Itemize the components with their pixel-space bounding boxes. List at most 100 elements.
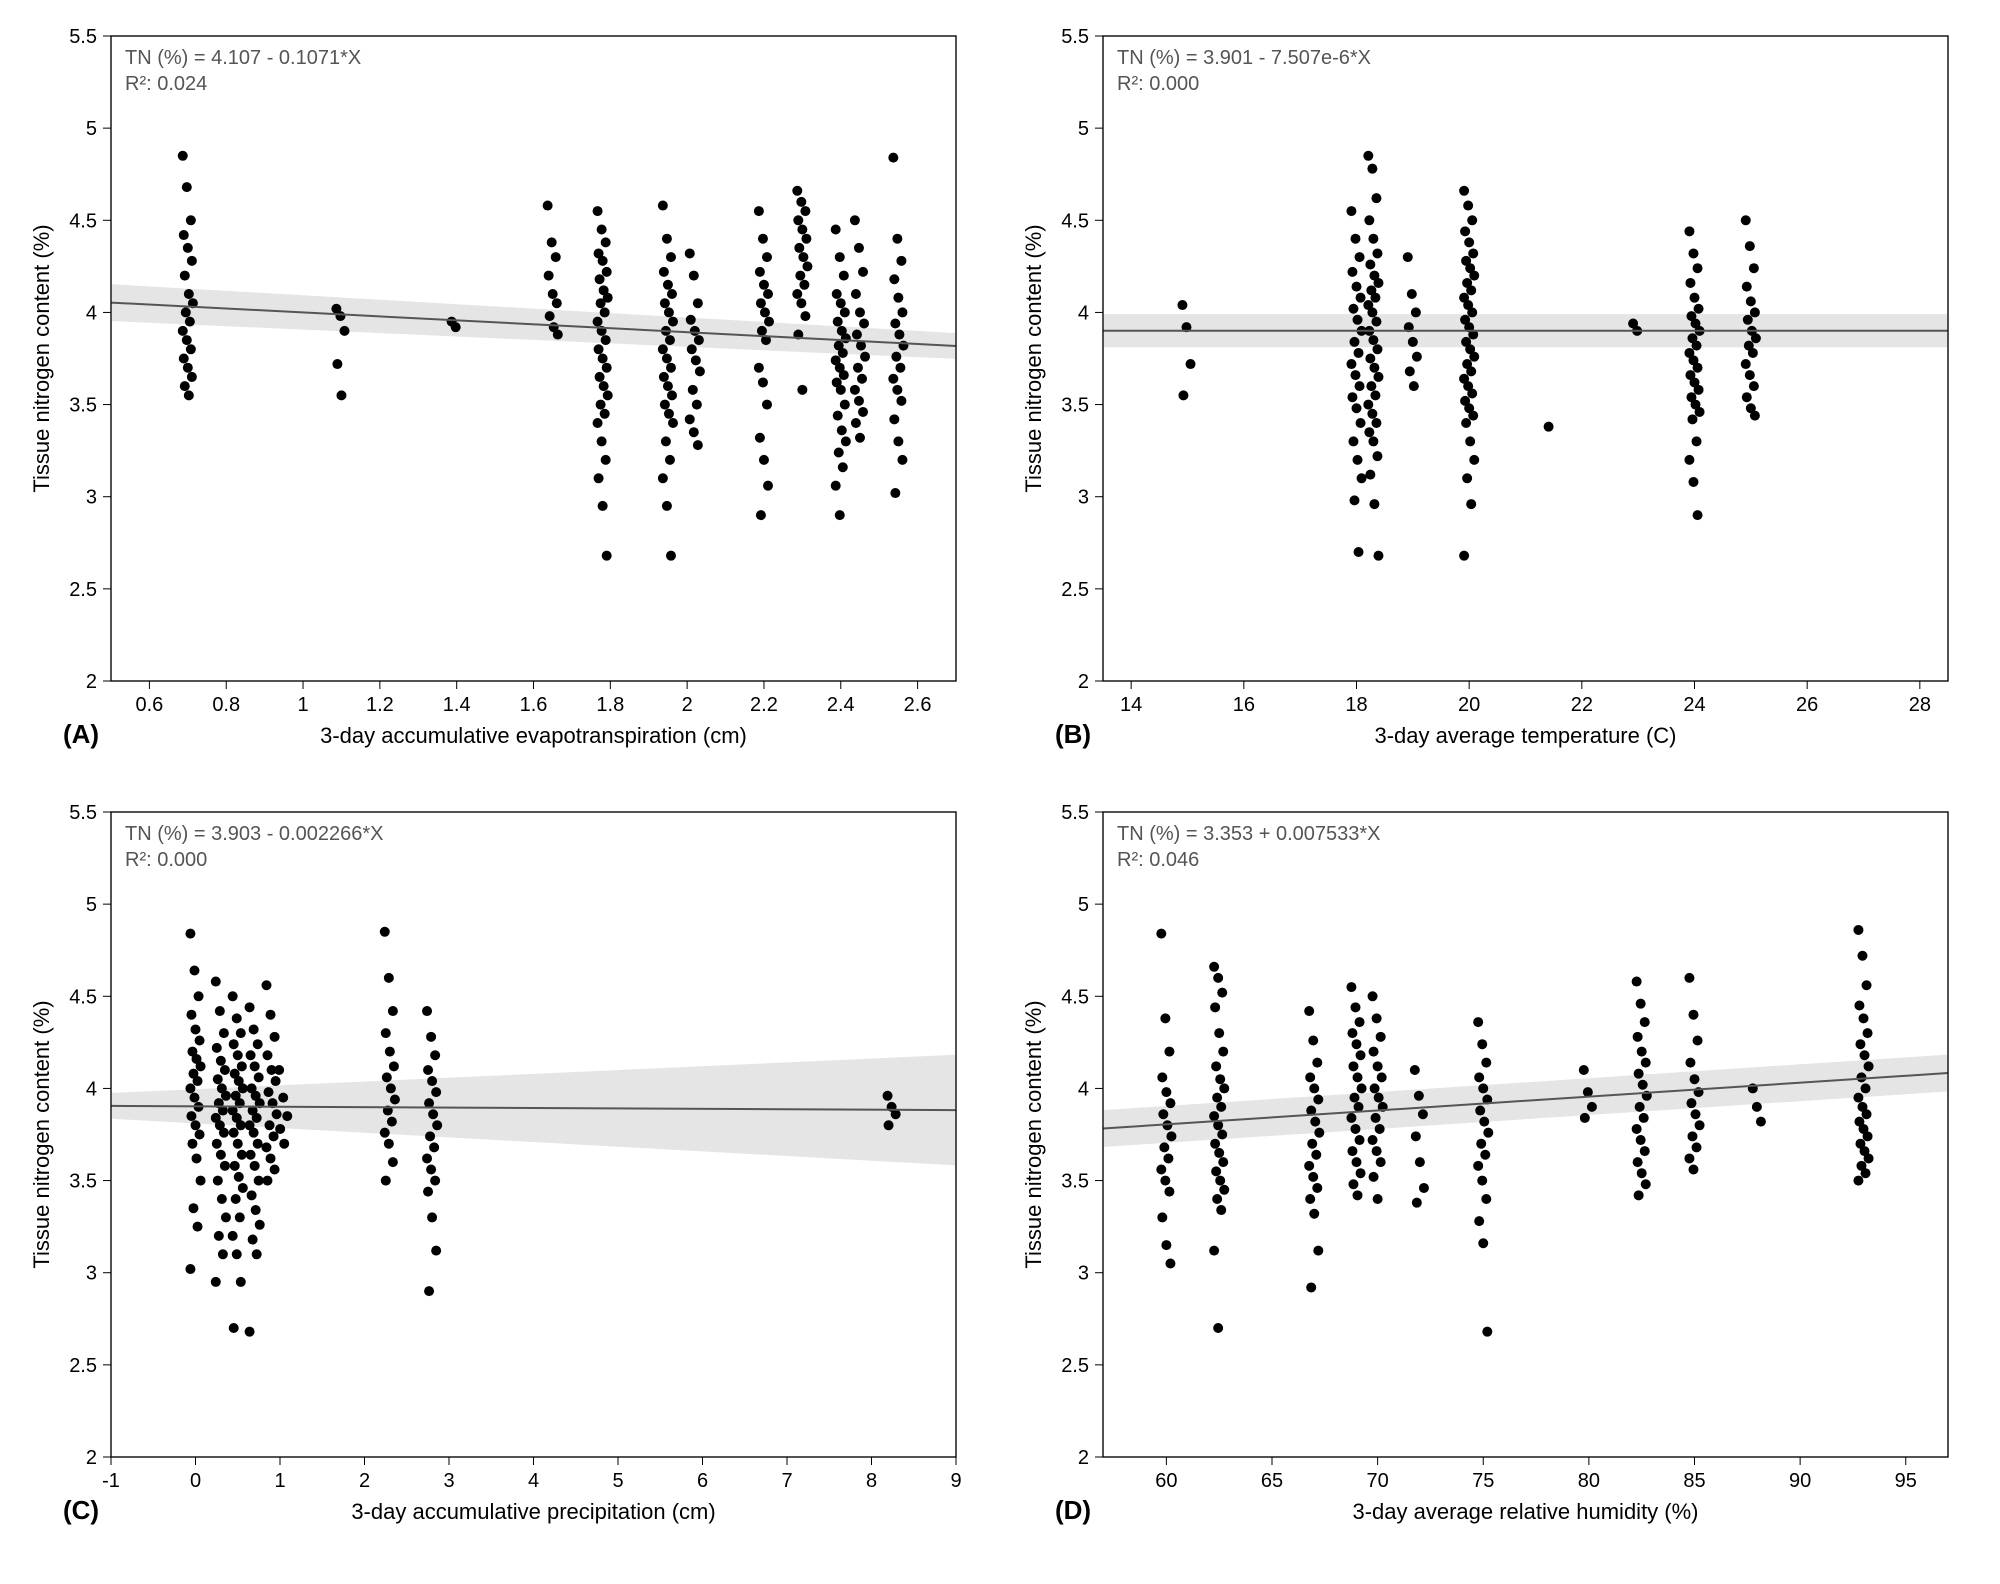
data-point [860, 352, 870, 362]
data-point [427, 1076, 437, 1086]
data-point [602, 267, 612, 277]
data-point [833, 317, 843, 327]
data-point [270, 1032, 280, 1042]
data-point [390, 1094, 400, 1104]
data-point [1684, 1153, 1694, 1163]
data-point [1469, 455, 1479, 465]
data-point [598, 501, 608, 511]
data-point [1372, 1146, 1382, 1156]
r-squared: R²: 0.000 [125, 849, 207, 871]
y-tick-label: 4.5 [1061, 986, 1089, 1008]
data-point [182, 182, 192, 192]
r-squared: R²: 0.000 [1117, 73, 1199, 95]
data-point [179, 230, 189, 240]
data-point [1368, 436, 1378, 446]
data-point [758, 234, 768, 244]
data-point [1348, 1061, 1358, 1071]
data-point [662, 354, 672, 364]
scatter-panel-B: 141618202224262822.533.544.555.53-day av… [1008, 16, 1968, 776]
data-point [1692, 436, 1702, 446]
data-point [1310, 1117, 1320, 1127]
y-tick-label: 5 [86, 894, 97, 916]
data-point [1365, 354, 1375, 364]
data-point [690, 326, 700, 336]
data-point [252, 1113, 262, 1123]
x-tick-label: 2 [682, 694, 693, 716]
data-point [1309, 1209, 1319, 1219]
data-point [1684, 973, 1694, 983]
data-point [186, 1111, 196, 1121]
data-point [1355, 252, 1365, 262]
data-point [1745, 370, 1755, 380]
data-point [266, 1010, 276, 1020]
data-point [423, 1187, 433, 1197]
data-point [1467, 215, 1477, 225]
data-point [1210, 1002, 1220, 1012]
data-point [1157, 1212, 1167, 1222]
data-point [236, 1277, 246, 1287]
data-point [384, 973, 394, 983]
data-point [665, 455, 675, 465]
x-tick-label: 14 [1120, 694, 1142, 716]
data-point [547, 237, 557, 247]
y-axis-label: Tissue nitrogen content (%) [1021, 224, 1046, 492]
data-point [662, 501, 672, 511]
data-point [897, 455, 907, 465]
data-point [666, 252, 676, 262]
data-point [1369, 1047, 1379, 1057]
data-point [694, 335, 704, 345]
data-point [1638, 1080, 1648, 1090]
data-point [180, 271, 190, 281]
data-point [1410, 1065, 1420, 1075]
data-point [1478, 1238, 1488, 1248]
data-point [1352, 1039, 1362, 1049]
data-point [897, 307, 907, 317]
data-point [838, 348, 848, 358]
data-point [1467, 389, 1477, 399]
data-point [890, 318, 900, 328]
data-point [1690, 1074, 1700, 1084]
data-point [1364, 215, 1374, 225]
data-point [1346, 982, 1356, 992]
data-point [1695, 407, 1705, 417]
data-point [271, 1076, 281, 1086]
data-point [1373, 1061, 1383, 1071]
data-point [1473, 1161, 1483, 1171]
x-tick-label: 80 [1578, 1470, 1600, 1492]
data-point [801, 234, 811, 244]
data-point [189, 1093, 199, 1103]
data-point [1212, 1093, 1222, 1103]
data-point [759, 455, 769, 465]
data-point [1756, 1117, 1766, 1127]
data-point [835, 252, 845, 262]
data-point [1215, 1074, 1225, 1084]
data-point [1368, 991, 1378, 1001]
data-point [261, 980, 271, 990]
panel-B: 141618202224262822.533.544.555.53-day av… [1008, 16, 1984, 776]
data-point [1374, 1093, 1384, 1103]
data-point [1639, 1113, 1649, 1123]
y-axis-label: Tissue nitrogen content (%) [29, 1000, 54, 1268]
data-point [544, 271, 554, 281]
data-point [185, 317, 195, 327]
data-point [1684, 226, 1694, 236]
data-point [212, 1043, 222, 1053]
data-point [264, 1087, 274, 1097]
data-point [601, 237, 611, 247]
data-point [1158, 1109, 1168, 1119]
data-point [451, 322, 461, 332]
x-tick-label: 6 [697, 1470, 708, 1492]
data-point [429, 1142, 439, 1152]
data-point [233, 1050, 243, 1060]
data-point [236, 1028, 246, 1038]
data-point [1355, 1017, 1365, 1027]
data-point [183, 363, 193, 373]
x-tick-label: 70 [1367, 1470, 1389, 1492]
y-tick-label: 3.5 [1061, 1171, 1089, 1193]
data-point [430, 1050, 440, 1060]
data-point [1372, 248, 1382, 258]
data-point [1482, 1327, 1492, 1337]
data-point [1741, 215, 1751, 225]
y-tick-label: 3 [86, 487, 97, 509]
data-point [756, 510, 766, 520]
